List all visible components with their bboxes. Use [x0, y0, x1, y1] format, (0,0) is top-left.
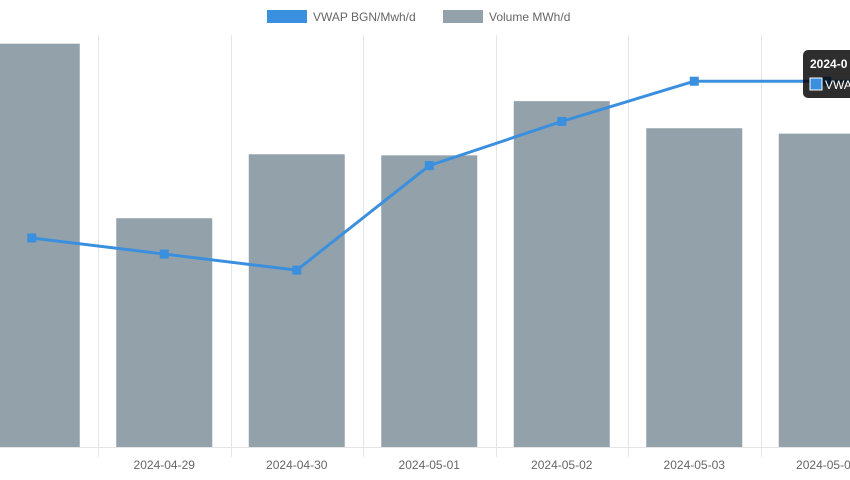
vwap-point-2024-05-03[interactable] [689, 76, 699, 86]
tooltip-series-label: VWA [825, 78, 850, 92]
x-tick-label: 2024-05-04 [796, 458, 850, 472]
tooltip-swatch [809, 77, 823, 91]
x-tick-label: 2024-05-03 [664, 458, 726, 472]
x-tick-label: 2024-04-29 [134, 458, 196, 472]
legend-swatch-vwap[interactable] [267, 10, 307, 23]
legend-swatch-volume[interactable] [443, 10, 483, 23]
bar-2024-04-28[interactable] [0, 43, 80, 448]
bar-2024-04-30[interactable] [248, 154, 345, 447]
tooltip: 2024-0 VWA [803, 50, 850, 98]
legend[interactable]: VWAP BGN/Mwh/d Volume MWh/d [267, 10, 570, 24]
x-tick-label: 2024-04-30 [266, 458, 328, 472]
bar-2024-05-04[interactable] [778, 133, 850, 448]
bars [0, 43, 850, 448]
vwap-point-2024-05-02[interactable] [557, 116, 567, 126]
bar-2024-05-01[interactable] [381, 155, 478, 448]
x-tick-label: 2024-05-01 [399, 458, 461, 472]
gridlines [0, 35, 850, 457]
x-axis-ticks: 2024-04-29 2024-04-30 2024-05-01 2024-05-02… [134, 458, 850, 472]
legend-label-volume[interactable]: Volume MWh/d [489, 10, 570, 24]
vwap-point-2024-04-29[interactable] [159, 249, 169, 259]
tooltip-title: 2024-0 [810, 57, 848, 71]
vwap-point-2024-04-30[interactable] [292, 265, 302, 275]
bar-2024-05-02[interactable] [513, 101, 610, 447]
x-tick-label: 2024-05-02 [531, 458, 593, 472]
vwap-point-2024-04-28[interactable] [27, 233, 37, 243]
bar-2024-05-03[interactable] [646, 128, 743, 447]
vwap-point-2024-05-01[interactable] [424, 161, 434, 171]
legend-label-vwap[interactable]: VWAP BGN/Mwh/d [313, 10, 416, 24]
